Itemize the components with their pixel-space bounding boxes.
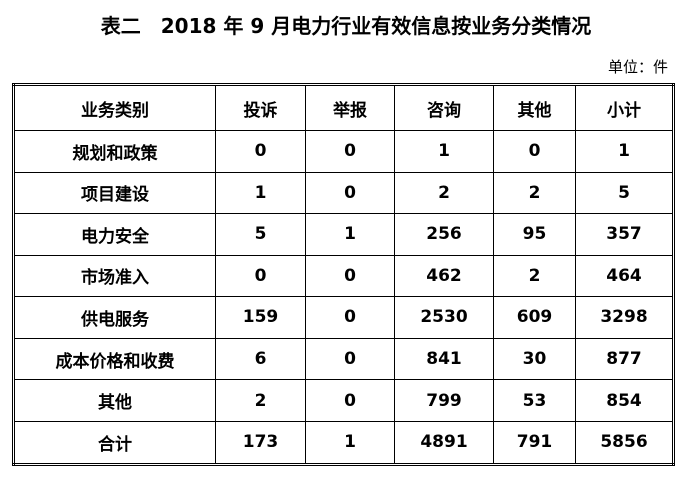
cell: 53 [493,379,576,422]
cell: 0 [305,379,395,422]
header-cell: 举报 [305,84,395,131]
cell: 1 [575,130,674,173]
title: 表二 2018 年 9 月电力行业有效信息按业务分类情况 [100,14,592,38]
row-label: 市场准入 [13,254,216,298]
table-row: 成本价格和收费 6 0 841 30 877 [13,337,674,381]
row-label: 供电服务 [13,296,216,339]
cell: 462 [394,254,494,298]
row-label: 其他 [13,379,216,422]
header-cell: 投诉 [215,84,306,131]
cell: 2 [394,171,494,215]
cell: 0 [305,296,395,339]
cell: 256 [394,213,494,256]
cell: 5856 [575,420,674,466]
cell: 1 [305,213,395,256]
table-row: 电力安全 5 1 256 95 357 [13,213,674,256]
cell: 791 [493,420,576,466]
row-label: 成本价格和收费 [13,337,216,381]
row-label: 电力安全 [13,213,216,256]
cell: 159 [215,296,306,339]
cell: 4891 [394,420,494,466]
table-row: 其他 2 0 799 53 854 [13,379,674,422]
table-row: 项目建设 1 0 2 2 5 [13,171,674,215]
row-label: 合计 [13,420,216,466]
cell: 841 [394,337,494,381]
cell: 2530 [394,296,494,339]
table-row: 规划和政策 0 0 1 0 1 [13,130,674,173]
cell: 2 [493,254,576,298]
cell: 5 [575,171,674,215]
cell: 609 [493,296,576,339]
cell: 0 [215,254,306,298]
cell: 0 [305,337,395,381]
row-label: 项目建设 [13,171,216,215]
header-cell: 其他 [493,84,576,131]
row-label: 规划和政策 [13,130,216,173]
cell: 30 [493,337,576,381]
header-cell: 小计 [575,84,674,131]
table-row: 市场准入 0 0 462 2 464 [13,254,674,298]
cell: 0 [305,171,395,215]
header-cell: 业务类别 [13,84,216,131]
cell: 3298 [575,296,674,339]
cell: 464 [575,254,674,298]
cell: 854 [575,379,674,422]
data-table: 业务类别 投诉 举报 咨询 其他 小计 规划和政策 0 0 1 0 1 项目建设 1 0 2 2 5 电力安全 5 1… [12,83,675,466]
cell: 0 [305,254,395,298]
cell: 0 [305,130,395,173]
header-cell: 咨询 [394,84,494,131]
cell: 2 [493,171,576,215]
unit-label: 单位：件 [607,58,668,76]
cell: 1 [394,130,494,173]
cell: 2 [215,379,306,422]
cell: 95 [493,213,576,256]
cell: 877 [575,337,674,381]
cell: 0 [493,130,576,173]
table-row: 合计 173 1 4891 791 5856 [13,420,674,466]
cell: 5 [215,213,306,256]
cell: 173 [215,420,306,466]
cell: 799 [394,379,494,422]
cell: 0 [215,130,306,173]
cell: 357 [575,213,674,256]
table-body: 规划和政策 0 0 1 0 1 项目建设 1 0 2 2 5 电力安全 5 1 256 95 357 市场准入 0 0 4… [13,130,674,466]
header-row: 业务类别 投诉 举报 咨询 其他 小计 [13,84,674,131]
table-row: 供电服务 159 0 2530 609 3298 [13,296,674,339]
cell: 1 [215,171,306,215]
cell: 1 [305,420,395,466]
cell: 6 [215,337,306,381]
